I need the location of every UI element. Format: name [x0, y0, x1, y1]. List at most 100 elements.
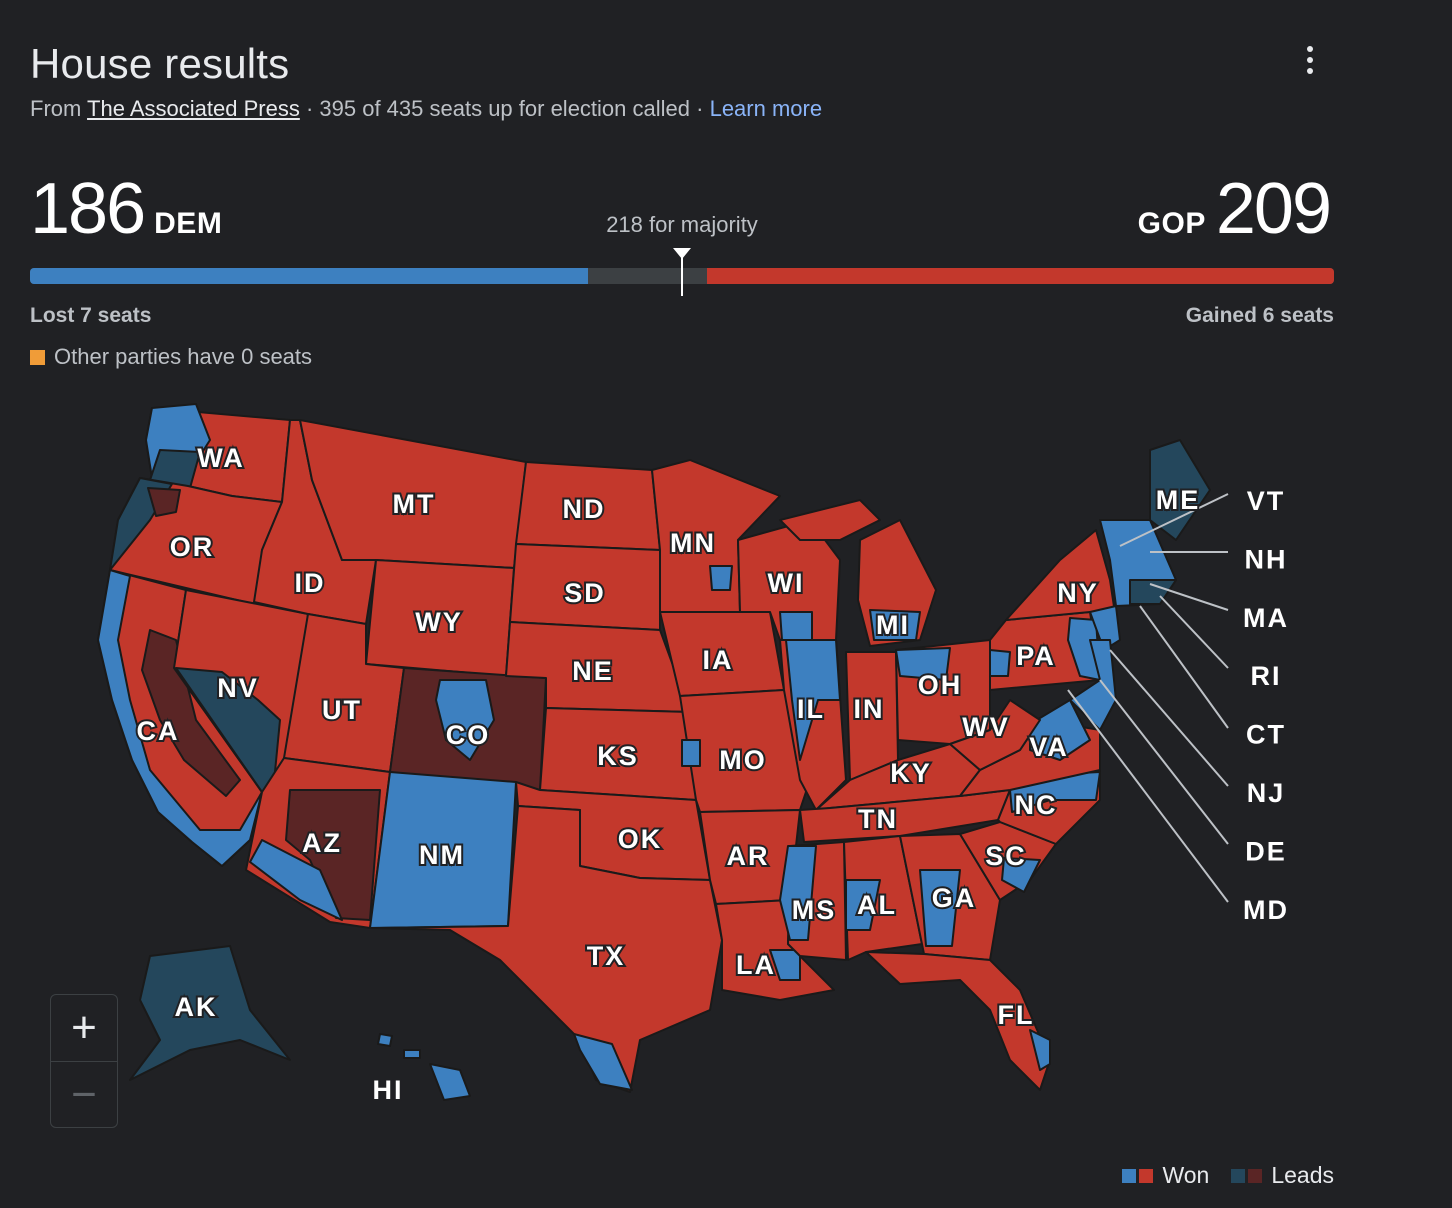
callout-label-ma: MA	[1243, 603, 1289, 633]
state-mi-up[interactable]	[779, 499, 881, 541]
district-or-lead[interactable]	[147, 487, 181, 517]
district-mn[interactable]	[709, 565, 733, 591]
district-az-dem[interactable]	[249, 839, 343, 921]
state-label-ks: KS	[597, 741, 639, 771]
majority-marker-triangle-icon	[673, 248, 691, 259]
state-label-wi: WI	[768, 568, 805, 598]
zoom-out-button[interactable]: −	[51, 1061, 117, 1128]
state-label-nd: ND	[563, 494, 606, 524]
majority-marker	[681, 252, 683, 296]
called-text: 395 of 435 seats up for election called	[319, 96, 690, 121]
dem-seat-bar	[30, 268, 588, 284]
state-ak[interactable]	[129, 945, 291, 1081]
page-title: House results	[30, 40, 290, 87]
state-label-nc: NC	[1015, 790, 1058, 820]
state-fl[interactable]	[865, 951, 1051, 1091]
us-house-map[interactable]: WA OR CA NV ID MT WY UT AZ CO NM ND SD NE KS OK TX MN IA MO…	[0, 380, 1452, 1140]
legend-won-label: Won	[1162, 1162, 1210, 1188]
learn-more-link[interactable]: Learn more	[709, 96, 823, 121]
state-label-me: ME	[1156, 485, 1201, 515]
legend-leads-label: Leads	[1271, 1162, 1334, 1188]
state-label-hi: HI	[373, 1075, 404, 1105]
state-label-in: IN	[854, 694, 885, 724]
separator: ·	[305, 96, 314, 121]
state-hi-small[interactable]	[377, 1033, 421, 1059]
district-ny[interactable]	[1089, 605, 1121, 651]
state-label-az: AZ	[302, 828, 342, 858]
district-tx-dem[interactable]	[573, 1033, 633, 1091]
state-label-tn: TN	[858, 804, 898, 834]
state-label-mi: MI	[876, 610, 910, 640]
district-ca[interactable]	[97, 569, 263, 867]
gop-label: GOP	[1137, 207, 1206, 240]
zoom-control: + −	[50, 994, 118, 1128]
won-gop-swatch	[1139, 1168, 1154, 1183]
district-co[interactable]	[435, 679, 495, 761]
state-label-la: LA	[736, 950, 776, 980]
gop-tally: GOP 209	[1137, 168, 1332, 250]
state-wv[interactable]	[949, 699, 1041, 771]
subtitle: From The Associated Press · 395 of 435 s…	[30, 96, 822, 122]
state-label-ia: IA	[703, 645, 734, 675]
district-mo[interactable]	[681, 739, 701, 767]
leads-gop-swatch	[1248, 1168, 1263, 1183]
map-legend: Won Leads	[1122, 1162, 1334, 1189]
district-oh[interactable]	[895, 647, 951, 681]
district-va[interactable]	[1029, 699, 1091, 761]
majority-label: 218 for majority	[606, 212, 758, 237]
district-pa[interactable]	[1067, 617, 1101, 681]
state-label-pa: PA	[1016, 641, 1056, 671]
district-pa-west[interactable]	[989, 649, 1011, 677]
state-label-oh: OH	[918, 670, 963, 700]
state-label-va: VA	[1029, 732, 1069, 762]
state-tx[interactable]	[369, 805, 723, 1093]
district-ne-lead[interactable]	[1129, 579, 1177, 605]
dem-label: DEM	[154, 207, 223, 240]
district-la[interactable]	[769, 949, 801, 981]
state-label-sc: SC	[985, 841, 1027, 871]
dem-seat-change: Lost 7 seats	[30, 304, 152, 327]
state-label-ms: MS	[792, 895, 837, 925]
more-options-icon[interactable]	[1292, 42, 1328, 78]
callout-label-nj: NJ	[1247, 778, 1286, 808]
district-al[interactable]	[845, 879, 881, 931]
other-parties-label: Other parties have 0 seats	[54, 344, 313, 369]
state-label-il: IL	[797, 694, 825, 724]
callout-label-de: DE	[1245, 836, 1287, 866]
state-label-ut: UT	[322, 695, 362, 725]
district-fl[interactable]	[1029, 1029, 1051, 1071]
state-label-wy: WY	[415, 607, 463, 637]
zoom-in-button[interactable]: +	[71, 1003, 97, 1052]
callout-label-ct: CT	[1246, 720, 1286, 750]
district-il[interactable]	[785, 639, 841, 761]
state-label-ga: GA	[932, 883, 977, 913]
gop-seat-change: Gained 6 seats	[1185, 304, 1334, 327]
callout-label-ri: RI	[1251, 661, 1282, 691]
state-label-ca: CA	[137, 716, 180, 746]
state-hi[interactable]	[429, 1063, 471, 1101]
leads-dem-swatch	[1231, 1168, 1246, 1183]
other-parties-swatch	[30, 349, 45, 365]
dem-tally: 186 DEM	[30, 168, 222, 250]
state-label-tx: TX	[587, 941, 626, 971]
from-prefix: From	[30, 96, 82, 121]
state-label-or: OR	[170, 532, 215, 562]
state-label-ne: NE	[572, 656, 614, 686]
district-ga[interactable]	[919, 869, 961, 947]
dem-seat-count: 186	[30, 169, 146, 249]
state-label-co: CO	[446, 720, 491, 750]
state-label-fl: FL	[998, 1000, 1035, 1030]
district-sc[interactable]	[1001, 857, 1041, 893]
state-label-wa: WA	[197, 443, 245, 473]
state-label-ar: AR	[727, 841, 770, 871]
state-label-mt: MT	[393, 489, 436, 519]
district-ms[interactable]	[779, 845, 817, 941]
district-wi[interactable]	[779, 611, 813, 641]
separator: ·	[696, 96, 704, 121]
state-label-ak: AK	[175, 992, 218, 1022]
district-mi[interactable]	[869, 609, 921, 641]
callout-label-md: MD	[1243, 895, 1289, 925]
state-me[interactable]	[1149, 439, 1211, 541]
state-label-nm: NM	[419, 840, 465, 870]
source-link[interactable]: The Associated Press	[87, 96, 300, 121]
